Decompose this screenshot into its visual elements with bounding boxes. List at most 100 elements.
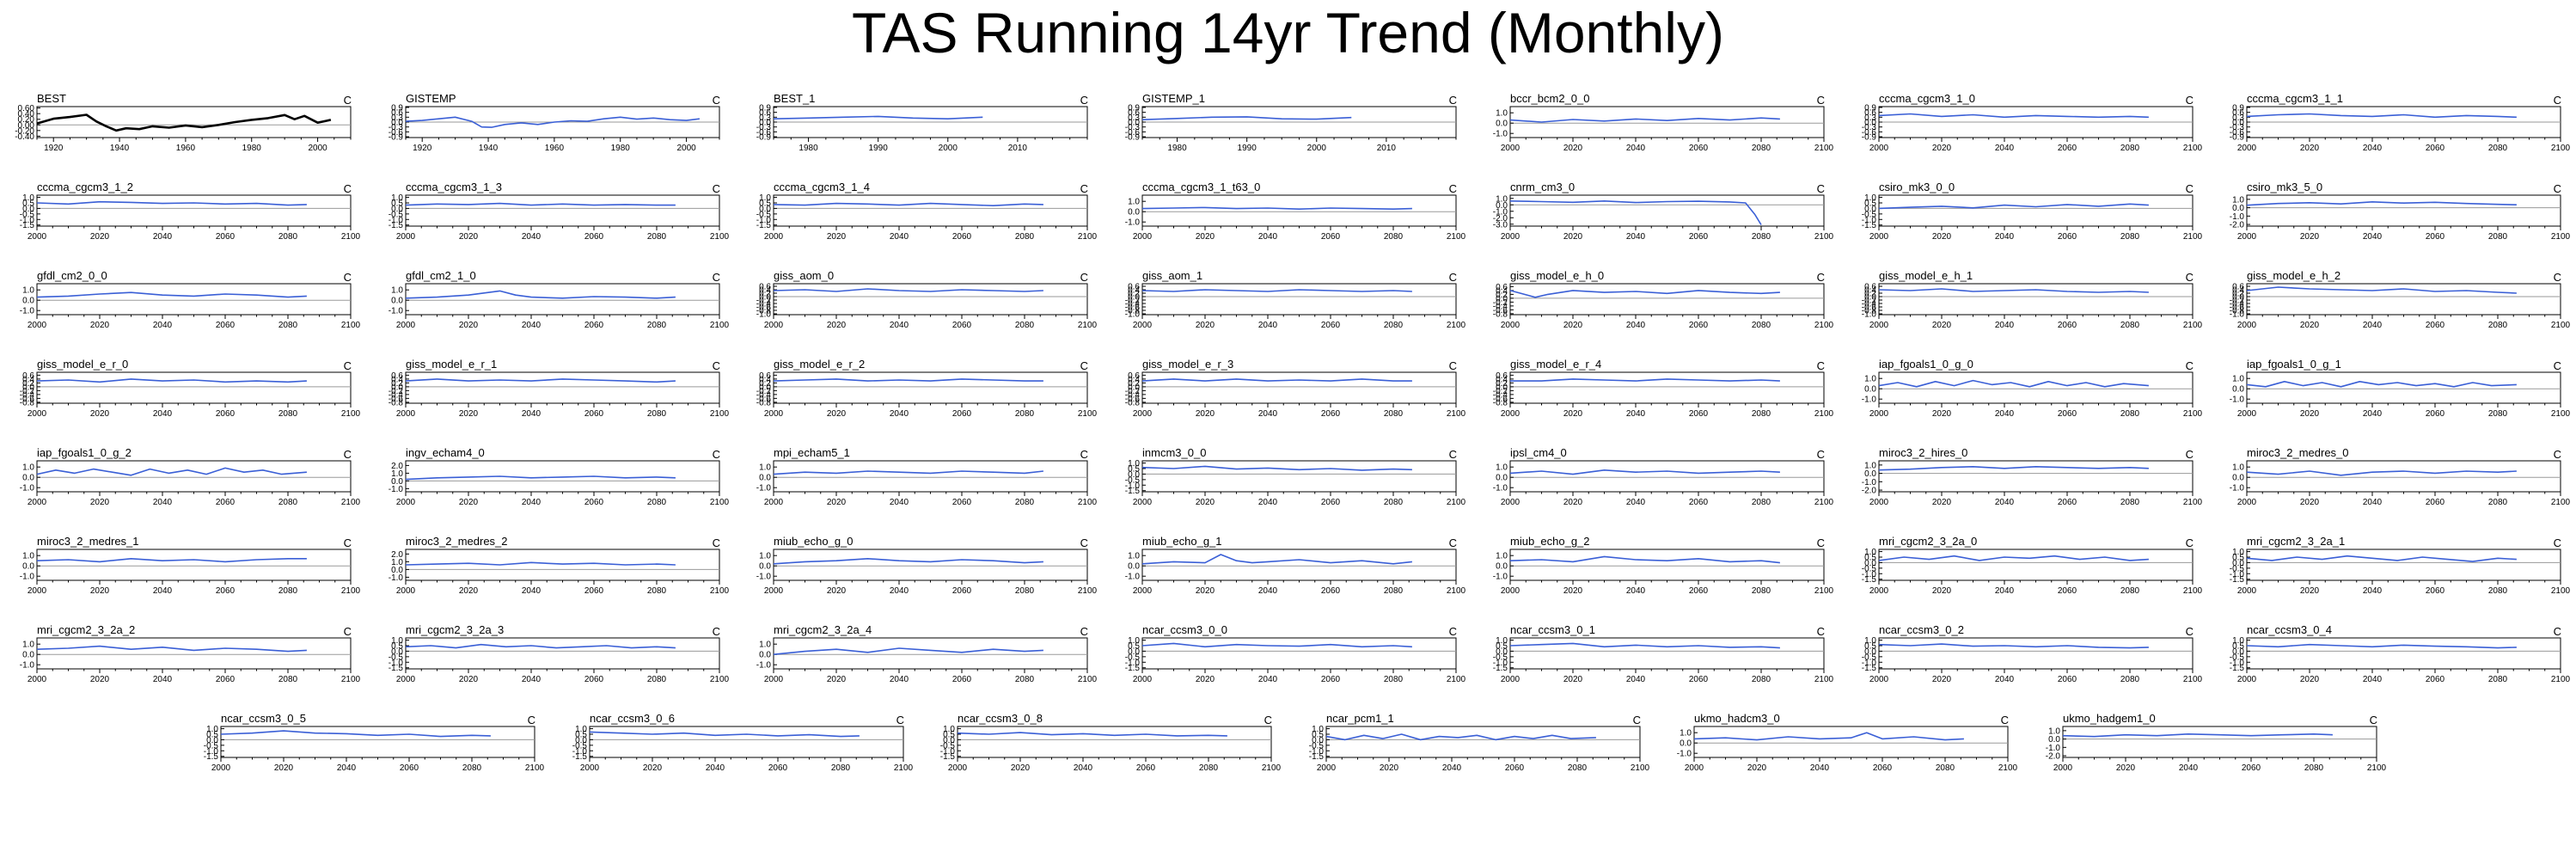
y-tick-label: 1.0 <box>1864 636 1876 646</box>
panel-title: GISTEMP_1 <box>1142 92 1205 105</box>
x-tick-label: 2000 <box>764 232 784 242</box>
y-tick-label: -0.4 <box>1124 390 1140 400</box>
series-line <box>773 202 1043 207</box>
panel-title: ncar_ccsm3_0_0 <box>1142 623 1227 636</box>
series-line <box>36 467 307 476</box>
plot-frame <box>1878 637 2193 670</box>
chart-panel: ingv_echam4_0 C 2.01.00.0-1.0 2000 2020 2040 2… <box>388 446 729 507</box>
y-tick-label: -0.8 <box>1493 310 1508 319</box>
panel-unit: C <box>712 448 719 461</box>
y-tick-label: 0.0 <box>391 477 403 487</box>
panel-title: gfdl_cm2_0_0 <box>37 269 107 282</box>
y-tick-label: 0.6 <box>2232 283 2244 292</box>
plot-frame <box>1509 283 1825 316</box>
x-tick-label: 2020 <box>2300 498 2320 507</box>
x-tick-label: 2040 <box>890 586 909 596</box>
chart-panel: inmcm3_0_0 C 1.00.50.0-0.5-1.0-1.5 2000 2020… <box>1124 446 1465 507</box>
chart-panel: cccma_cgcm3_1_0 C 0.90.60.30.0-0.3-0.6-0.9… <box>1861 92 2202 153</box>
x-tick-label: 2000 <box>2053 763 2072 773</box>
panel-unit: C <box>1817 536 1825 549</box>
y-tick-label: 0.4 <box>22 375 34 384</box>
y-tick-label: 0.5 <box>759 199 771 209</box>
chart-panel: ncar_ccsm3_0_6 C 1.00.50.0-0.5-1.0-1.52000… <box>572 712 913 773</box>
y-tick-label: 1.0 <box>22 286 34 296</box>
panel-unit: C <box>2185 271 2193 284</box>
x-tick-label: 2020 <box>642 763 662 773</box>
y-tick-label: 1.0 <box>759 552 771 561</box>
panel-title: cccma_cgcm3_1_4 <box>774 181 870 193</box>
series-line <box>589 731 860 738</box>
x-tick-label: 2100 <box>1078 321 1098 330</box>
y-tick-label: 1.0 <box>1312 725 1324 734</box>
y-tick-label: 1.0 <box>1864 548 1876 557</box>
y-tick-label: 0.5 <box>943 731 955 740</box>
y-tick-label: 0.0 <box>1864 385 1876 395</box>
panel-title: cnrm_cm3_0 <box>1510 181 1575 193</box>
series-line <box>773 470 1043 475</box>
x-tick-label: 2000 <box>2237 232 2257 242</box>
x-tick-label: 2000 <box>1132 232 1152 242</box>
y-tick-label: 0.6 <box>1128 371 1140 381</box>
x-tick-label: 2080 <box>278 675 298 684</box>
chart-panel: cccma_cgcm3_1_1 C 0.90.60.30.0-0.3-0.6-0.9… <box>2230 92 2571 153</box>
x-tick-label: 2100 <box>341 321 361 330</box>
panel-unit: C <box>1817 182 1825 195</box>
y-tick-label: 1.0 <box>2232 636 2244 646</box>
y-tick-label: 0.6 <box>759 371 771 381</box>
y-tick-label: 0.0 <box>759 562 771 572</box>
chart-panel: csiro_mk3_0_0 C 1.00.50.0-0.5-1.0-1.5 2000 2… <box>1861 181 2202 242</box>
y-tick-label: 0.6 <box>1496 283 1508 292</box>
series-line <box>1509 555 1780 564</box>
x-tick-label: 2000 <box>2237 498 2257 507</box>
y-tick-label: 0.3 <box>2232 113 2244 123</box>
panel-title: mri_cgcm2_3_2a_0 <box>1879 535 1977 548</box>
x-tick-label: 2020 <box>827 498 847 507</box>
x-tick-label: 2060 <box>1504 763 1524 773</box>
series-line <box>2246 113 2517 119</box>
x-tick-label: 2040 <box>1994 144 2014 153</box>
y-tick-label: 0.6 <box>1864 108 1876 118</box>
y-tick-label: 0.0 <box>759 651 771 660</box>
chart-panel: giss_model_e_h_2 C 0.60.40.20.0-0.2-0.4-0.… <box>2230 269 2571 330</box>
series-line <box>1878 113 2149 119</box>
y-tick-label: -1.5 <box>20 221 35 230</box>
x-tick-label: 2060 <box>2426 409 2445 419</box>
panel-title: cccma_cgcm3_1_0 <box>1879 92 1975 105</box>
panel-title: GISTEMP <box>406 92 456 105</box>
y-tick-label: 0.0 <box>1496 647 1508 657</box>
x-tick-label: 2040 <box>1257 232 1277 242</box>
x-tick-label: 2020 <box>90 675 110 684</box>
x-tick-label: 2000 <box>1306 144 1326 153</box>
y-tick-label: -1.5 <box>1493 664 1508 673</box>
y-tick-label: 0.5 <box>391 199 403 209</box>
x-tick-label: 2040 <box>890 321 909 330</box>
panel-unit: C <box>2001 714 2009 726</box>
x-tick-label: 2100 <box>893 763 913 773</box>
y-tick-label: 0.5 <box>1128 465 1140 475</box>
y-tick-label: 0.20 <box>18 115 35 125</box>
x-tick-label: 2100 <box>709 232 729 242</box>
y-tick-label: -1.5 <box>1308 752 1324 762</box>
x-tick-label: 2100 <box>1262 763 1282 773</box>
panel-unit: C <box>2554 448 2561 461</box>
x-tick-label: 2020 <box>1195 586 1215 596</box>
panel-unit: C <box>712 182 719 195</box>
y-tick-label: 0.5 <box>1864 642 1876 652</box>
x-tick-label: 2080 <box>1383 586 1403 596</box>
y-tick-label: -1.0 <box>756 310 772 320</box>
panel-unit: C <box>1448 448 1456 461</box>
y-tick-label: -1.5 <box>756 221 772 230</box>
panel-title: csiro_mk3_0_0 <box>1879 181 1955 193</box>
y-tick-label: -0.5 <box>388 653 403 662</box>
series-line <box>1141 465 1412 471</box>
y-tick-label: 1.0 <box>22 193 34 203</box>
x-tick-label: 2100 <box>2551 232 2571 242</box>
x-tick-label: 2080 <box>2120 675 2139 684</box>
x-tick-label: 2020 <box>1011 763 1031 773</box>
y-tick-label: -1.0 <box>1124 481 1140 491</box>
x-tick-label: 2060 <box>1689 144 1709 153</box>
y-tick-label: -1.0 <box>388 216 403 225</box>
y-tick-label: -0.5 <box>388 210 403 219</box>
series-line <box>773 288 1043 292</box>
x-tick-label: 2040 <box>1257 321 1277 330</box>
